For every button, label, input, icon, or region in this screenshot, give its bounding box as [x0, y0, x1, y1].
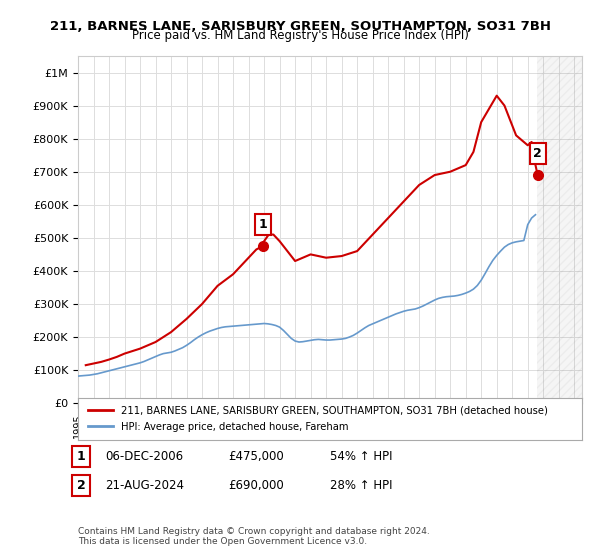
Text: 54% ↑ HPI: 54% ↑ HPI	[330, 450, 392, 463]
Legend: 211, BARNES LANE, SARISBURY GREEN, SOUTHAMPTON, SO31 7BH (detached house), HPI: : 211, BARNES LANE, SARISBURY GREEN, SOUTH…	[83, 400, 553, 437]
Text: 21-AUG-2024: 21-AUG-2024	[105, 479, 184, 492]
Text: £690,000: £690,000	[228, 479, 284, 492]
Text: £475,000: £475,000	[228, 450, 284, 463]
Text: 2: 2	[533, 147, 542, 160]
Bar	[537, 56, 582, 403]
Text: 1: 1	[259, 218, 267, 231]
Text: 1: 1	[77, 450, 85, 463]
Text: Contains HM Land Registry data © Crown copyright and database right 2024.
This d: Contains HM Land Registry data © Crown c…	[78, 526, 430, 546]
Text: 06-DEC-2006: 06-DEC-2006	[105, 450, 183, 463]
Text: 28% ↑ HPI: 28% ↑ HPI	[330, 479, 392, 492]
Text: Price paid vs. HM Land Registry's House Price Index (HPI): Price paid vs. HM Land Registry's House …	[131, 29, 469, 42]
Text: 2: 2	[77, 479, 85, 492]
Text: 211, BARNES LANE, SARISBURY GREEN, SOUTHAMPTON, SO31 7BH: 211, BARNES LANE, SARISBURY GREEN, SOUTH…	[49, 20, 551, 32]
